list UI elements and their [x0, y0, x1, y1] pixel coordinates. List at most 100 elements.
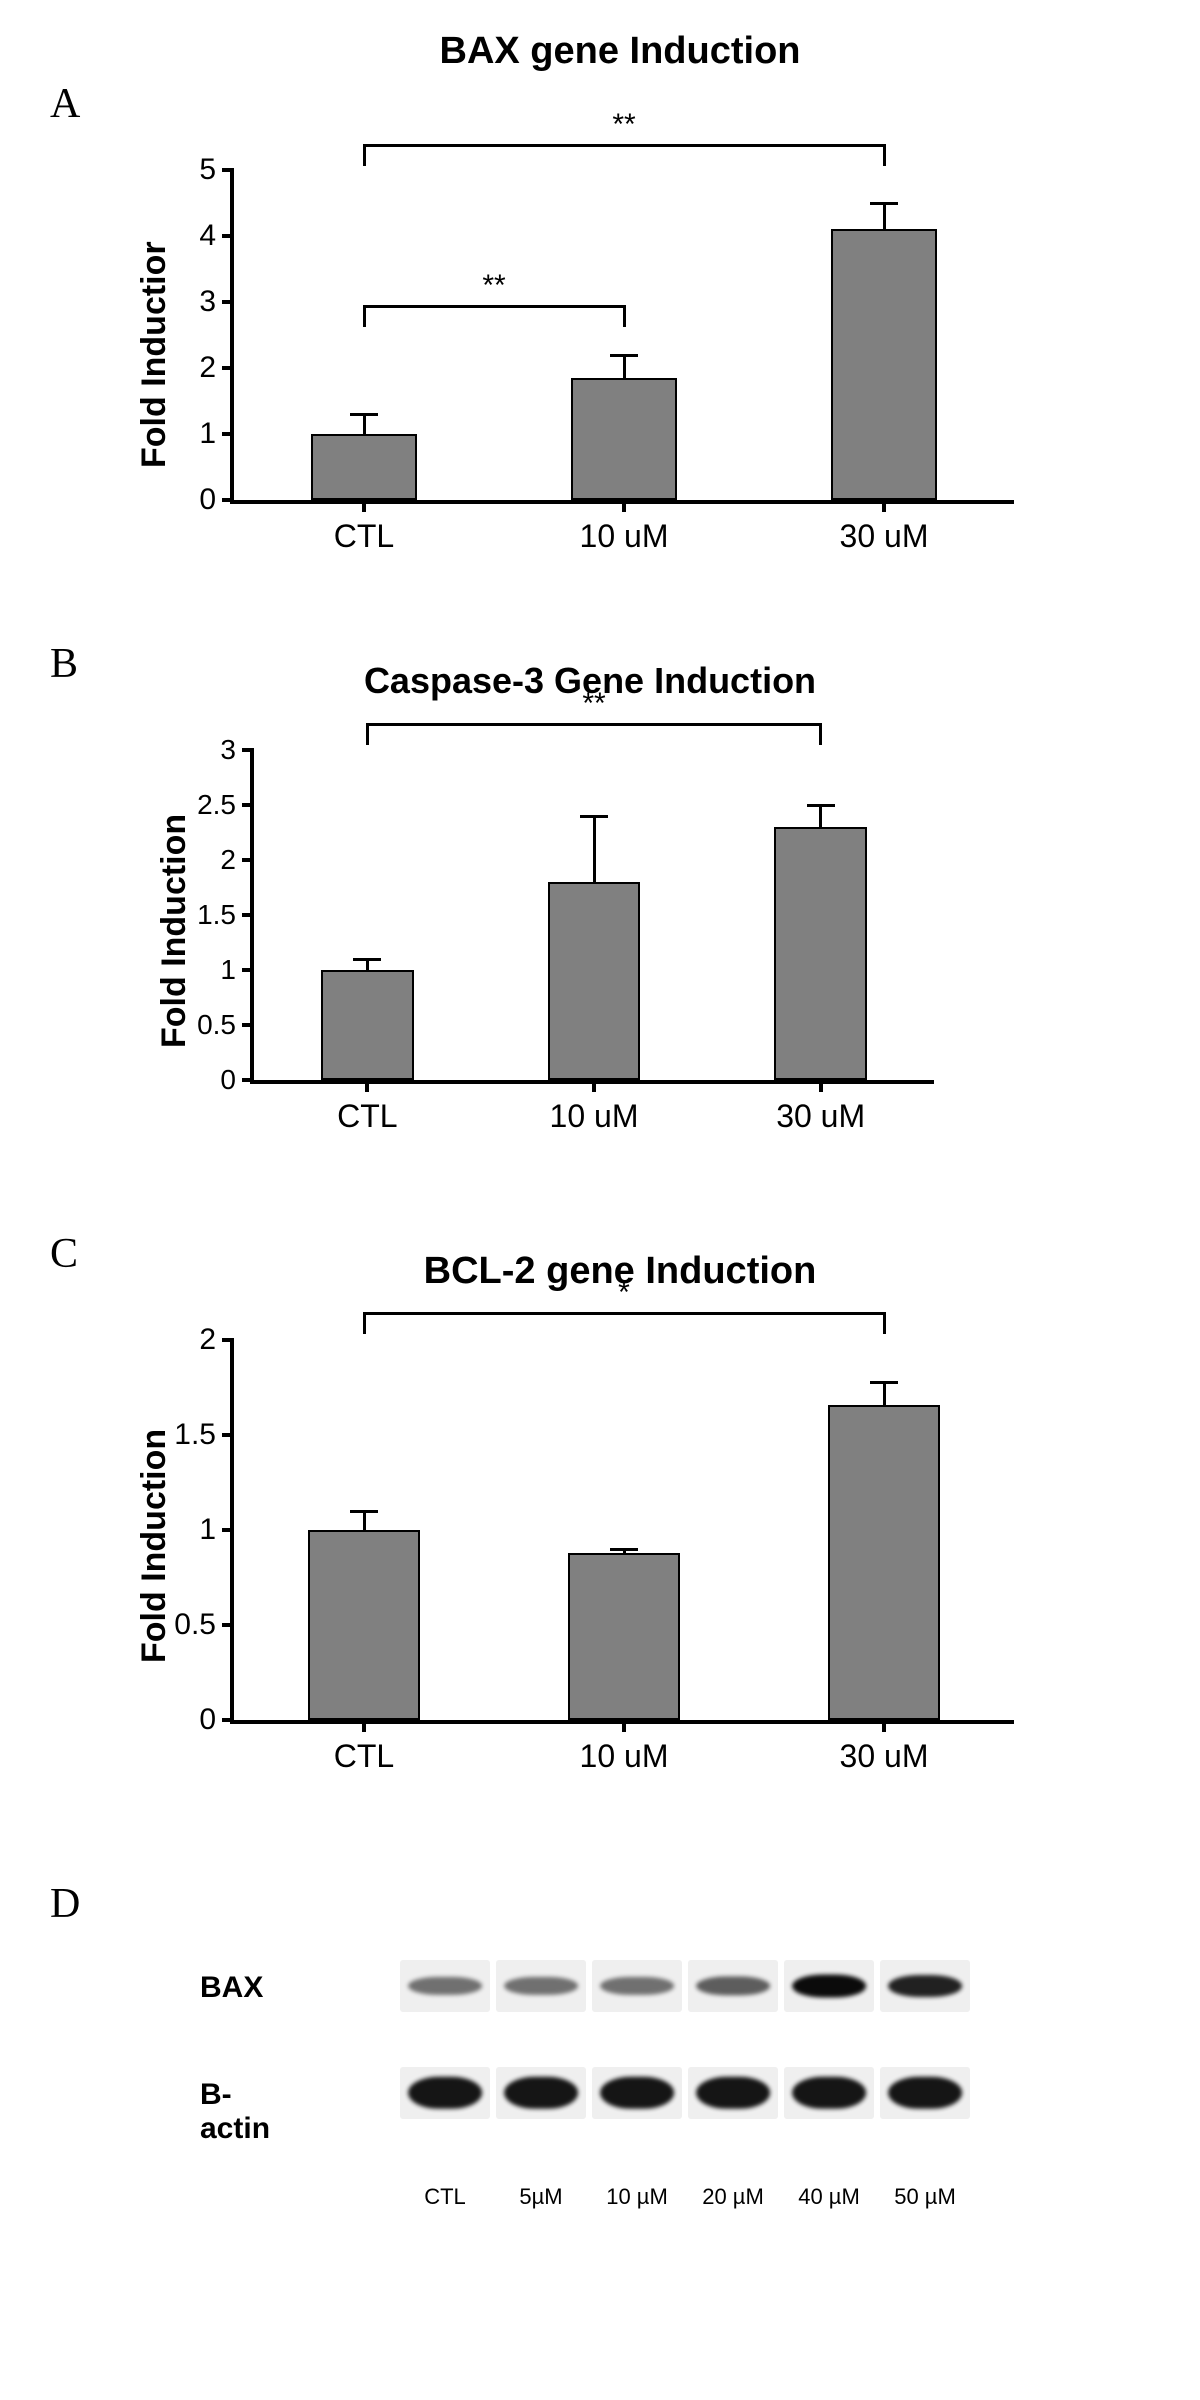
- error-bar: [363, 414, 366, 434]
- blot-band: [696, 2077, 770, 2109]
- y-tick-label: 0.5: [176, 1009, 236, 1041]
- blot-lane: [880, 2067, 970, 2119]
- x-tick-mark: [882, 1720, 886, 1732]
- y-tick-mark: [242, 803, 254, 807]
- sig-label: **: [454, 269, 534, 303]
- blot-band: [504, 2077, 578, 2109]
- figure-root: A BAX gene Induction Fold Inductior 0123…: [0, 0, 1200, 2400]
- error-bar: [363, 1511, 366, 1530]
- y-tick-label: 0: [156, 483, 216, 517]
- panel-a-label: A: [50, 80, 80, 128]
- blot-lane-label: 40 µM: [784, 2184, 874, 2210]
- blot-lane: [688, 1960, 778, 2012]
- bar: [311, 434, 418, 500]
- error-bar: [819, 805, 822, 827]
- error-cap: [350, 413, 378, 416]
- error-bar: [593, 816, 596, 882]
- bar: [774, 827, 867, 1080]
- y-tick-mark: [222, 1433, 234, 1437]
- y-tick-label: 0.5: [156, 1608, 216, 1642]
- blot-lane: [400, 2067, 490, 2119]
- y-tick-mark: [222, 1528, 234, 1532]
- y-tick-mark: [222, 498, 234, 502]
- blot-band: [408, 1977, 482, 1995]
- panel-a-title: BAX gene Induction: [230, 30, 1010, 73]
- blot-lane-label: 50 µM: [880, 2184, 970, 2210]
- x-tick-mark: [592, 1080, 596, 1092]
- blot-lane-label: 20 µM: [688, 2184, 778, 2210]
- blot-band: [696, 1976, 770, 1995]
- error-cap: [870, 1381, 898, 1384]
- error-cap: [353, 958, 381, 961]
- blot-row-label: BAX: [200, 1971, 263, 2005]
- blot-band: [600, 2077, 674, 2109]
- x-tick-label: 10 uM: [544, 518, 704, 555]
- sig-label: **: [554, 687, 634, 721]
- y-tick-label: 2.5: [176, 789, 236, 821]
- x-tick-label: 10 uM: [514, 1098, 674, 1135]
- sig-bracket: [819, 723, 822, 745]
- bar: [321, 970, 414, 1080]
- y-tick-label: 2: [156, 1323, 216, 1357]
- blot-band: [888, 1975, 962, 1997]
- sig-bracket: [363, 144, 366, 166]
- error-cap: [350, 1510, 378, 1513]
- sig-bracket: [623, 305, 626, 327]
- bar: [308, 1530, 420, 1720]
- error-bar: [883, 1382, 886, 1405]
- y-tick-label: 1: [176, 954, 236, 986]
- y-tick-mark: [222, 168, 234, 172]
- sig-bracket: [883, 144, 886, 166]
- y-tick-mark: [242, 913, 254, 917]
- y-tick-label: 0: [156, 1703, 216, 1737]
- panel-b-plot: 00.511.522.53CTL10 uM30 uM**: [250, 750, 934, 1084]
- y-tick-label: 1.5: [156, 1418, 216, 1452]
- blot-band: [408, 2077, 482, 2109]
- panel-d-label: D: [50, 1880, 80, 1928]
- x-tick-label: 30 uM: [804, 518, 964, 555]
- error-cap: [870, 202, 898, 205]
- error-bar: [883, 203, 886, 229]
- sig-bracket: [366, 723, 369, 745]
- y-tick-mark: [242, 858, 254, 862]
- bar: [568, 1553, 680, 1720]
- error-bar: [623, 355, 626, 378]
- y-tick-label: 3: [176, 734, 236, 766]
- sig-bracket: [883, 1312, 886, 1334]
- y-tick-mark: [222, 300, 234, 304]
- sig-label: *: [584, 1276, 664, 1310]
- blot-lane-label: 10 µM: [592, 2184, 682, 2210]
- y-tick-mark: [222, 366, 234, 370]
- y-tick-mark: [242, 748, 254, 752]
- blot-lane: [784, 2067, 874, 2119]
- panel-a-plot: 012345CTL10 uM30 uM****: [230, 170, 1014, 504]
- x-tick-mark: [882, 500, 886, 512]
- y-tick-mark: [222, 1718, 234, 1722]
- y-tick-mark: [242, 968, 254, 972]
- blot-lane: [592, 2067, 682, 2119]
- blot-band: [792, 1975, 866, 1998]
- x-tick-label: CTL: [284, 518, 444, 555]
- bar: [828, 1405, 940, 1720]
- y-tick-mark: [222, 1623, 234, 1627]
- y-tick-label: 2: [176, 844, 236, 876]
- blot-band: [600, 1977, 674, 1995]
- x-tick-mark: [362, 1720, 366, 1732]
- blot-lane: [688, 2067, 778, 2119]
- sig-bracket: [364, 305, 624, 308]
- sig-bracket: [363, 305, 366, 327]
- y-tick-label: 2: [156, 351, 216, 385]
- bar: [571, 378, 678, 500]
- x-tick-label: CTL: [284, 1738, 444, 1775]
- x-tick-label: 30 uM: [804, 1738, 964, 1775]
- panel-c-plot: 00.511.52CTL10 uM30 uM*: [230, 1340, 1014, 1724]
- sig-bracket: [367, 723, 820, 726]
- x-tick-mark: [622, 500, 626, 512]
- y-tick-mark: [222, 234, 234, 238]
- error-cap: [610, 354, 638, 357]
- sig-bracket: [363, 1312, 366, 1334]
- y-tick-mark: [222, 1338, 234, 1342]
- sig-label: **: [584, 108, 664, 142]
- blot-band: [888, 2077, 962, 2109]
- error-cap: [580, 815, 608, 818]
